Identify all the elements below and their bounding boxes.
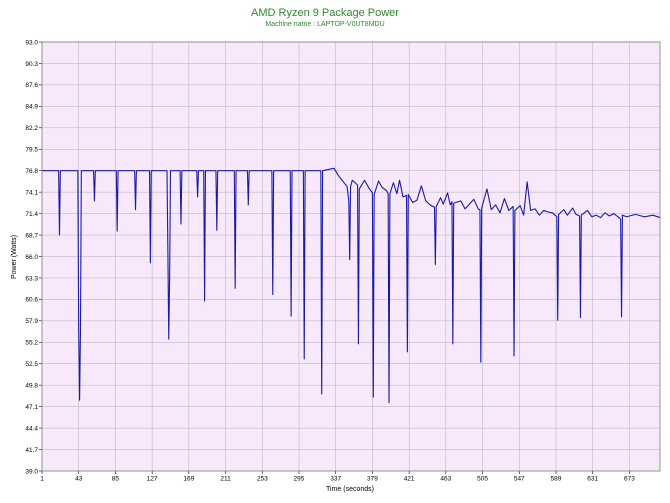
y-tick-label: 63.3 (25, 275, 38, 282)
chart-subtitle: Machine name : LAPTOP-V0UT8MDU (265, 21, 384, 28)
x-tick-label: 589 (551, 476, 562, 483)
y-tick-label: 90.3 (25, 61, 38, 68)
y-tick-label: 74.1 (25, 189, 38, 196)
x-tick-label: 253 (257, 476, 268, 483)
x-tick-label: 43 (75, 476, 83, 483)
y-tick-label: 87.6 (25, 82, 38, 89)
y-tick-label: 60.6 (25, 297, 38, 304)
x-tick-label: 547 (514, 476, 525, 483)
series-layer (42, 167, 661, 404)
y-tick-label: 52.5 (25, 361, 38, 368)
y-tick-label: 66.0 (25, 254, 38, 261)
y-tick-label: 57.9 (25, 318, 38, 325)
y-axis-label: Power (Watts) (11, 235, 18, 279)
y-tick-label: 47.1 (25, 404, 38, 411)
x-tick-label: 673 (624, 476, 635, 483)
x-tick-label: 631 (587, 476, 598, 483)
y-tick-label: 44.4 (25, 425, 38, 432)
x-tick-label: 169 (183, 476, 194, 483)
y-tick-label: 49.8 (25, 383, 38, 390)
x-axis: 1 43 85 127 169 211 253 295 337 379 421 463 505 547 58… (40, 471, 635, 483)
series-line-0 (42, 167, 661, 404)
y-axis: 39.0 41.7 44.4 47.1 49.8 52.5 55.2 57.9 60.6 63.3… (25, 39, 42, 475)
plot-border (41, 41, 661, 472)
x-tick-label: 1 (40, 476, 44, 483)
x-tick-label: 295 (294, 476, 305, 483)
y-tick-label: 39.0 (25, 468, 38, 475)
y-tick-label: 68.7 (25, 232, 38, 239)
y-tick-label: 71.4 (25, 211, 38, 218)
y-tick-label: 79.5 (25, 147, 38, 154)
x-tick-label: 127 (147, 476, 158, 483)
x-tick-label: 85 (112, 476, 120, 483)
y-tick-label: 93.0 (25, 39, 38, 46)
y-tick-label: 41.7 (25, 447, 38, 454)
y-tick-label: 55.2 (25, 340, 38, 347)
x-axis-label: Time (seconds) (326, 486, 374, 493)
x-tick-label: 379 (367, 476, 378, 483)
x-tick-label: 211 (220, 476, 231, 483)
gridlines (41, 41, 660, 472)
x-tick-label: 505 (477, 476, 488, 483)
y-tick-label: 76.8 (25, 168, 38, 175)
x-tick-label: 337 (330, 476, 341, 483)
y-tick-label: 84.9 (25, 104, 38, 111)
x-tick-label: 463 (440, 476, 451, 483)
y-tick-label: 82.2 (25, 125, 38, 132)
chart-title: AMD Ryzen 9 Package Power (251, 7, 399, 19)
x-tick-label: 421 (404, 476, 415, 483)
